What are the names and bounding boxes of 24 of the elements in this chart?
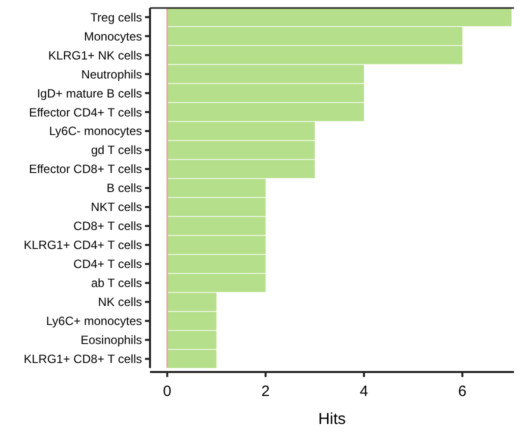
y-tick-label: Treg cells [90,10,142,24]
y-tick-label: KLRG1+ CD4+ T cells [24,238,142,252]
y-tick-label: Effector CD8+ T cells [28,162,142,176]
x-tick-label: 0 [163,383,172,400]
y-tick-label: Neutrophils [81,67,142,82]
y-tick-label: CD4+ T cells [73,257,142,272]
x-tick-label: 4 [360,383,368,400]
y-tick-label: Effector CD4+ T cells [28,105,142,120]
y-tick-label: Eosinophils [80,333,142,348]
y-tick-label: ab T cells [91,276,142,290]
y-tick-label: KLRG1+ NK cells [48,48,142,62]
y-tick-label: IgD+ mature B cells [36,86,142,100]
y-tick-label: Ly6C+ monocytes [46,314,142,328]
y-tick-label: B cells [106,181,142,196]
y-tick-label: NK cells [98,295,142,310]
x-axis-title: Hits [318,411,346,428]
y-tick-label: KLRG1+ CD8+ T cells [24,352,142,366]
y-tick-label: NKT cells [90,200,142,214]
y-tick-label: Ly6C- monocytes [49,124,142,138]
y-tick-label: gd T cells [91,143,142,158]
y-tick-label: Monocytes [84,29,142,44]
x-tick-label: 2 [261,383,270,400]
x-tick-label: 6 [458,383,467,400]
y-tick-label: CD8+ T cells [73,219,142,234]
